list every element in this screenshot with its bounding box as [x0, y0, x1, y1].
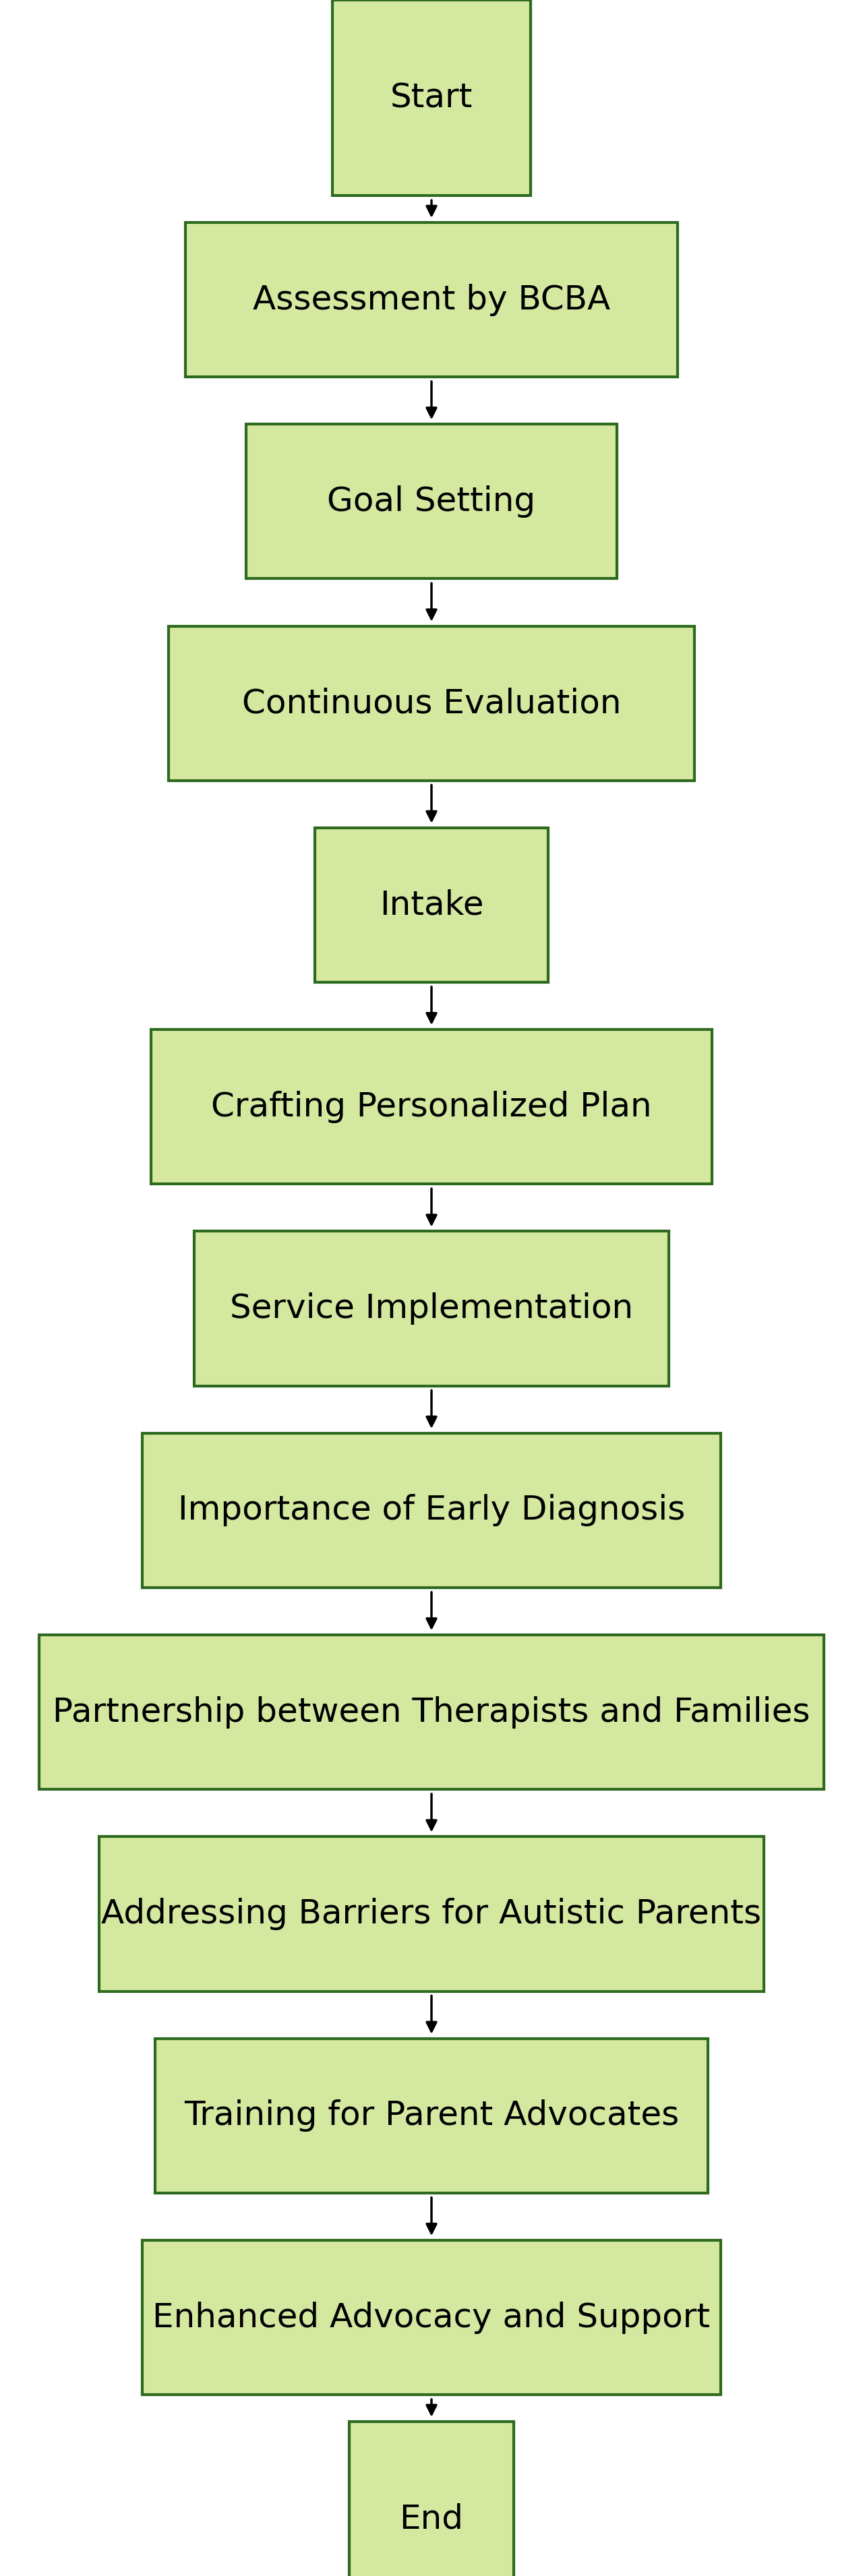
Text: Enhanced Advocacy and Support: Enhanced Advocacy and Support [153, 2300, 710, 2334]
FancyBboxPatch shape [142, 2241, 721, 2396]
Text: Partnership between Therapists and Families: Partnership between Therapists and Famil… [53, 1695, 810, 1728]
FancyBboxPatch shape [39, 1636, 824, 1790]
Text: Training for Parent Advocates: Training for Parent Advocates [184, 2099, 679, 2133]
FancyBboxPatch shape [155, 2038, 708, 2192]
FancyBboxPatch shape [246, 425, 617, 580]
Text: Assessment by BCBA: Assessment by BCBA [253, 283, 610, 317]
Text: Start: Start [390, 82, 473, 113]
FancyBboxPatch shape [151, 1030, 712, 1185]
Text: Addressing Barriers for Autistic Parents: Addressing Barriers for Autistic Parents [102, 1899, 761, 1929]
FancyBboxPatch shape [350, 2421, 513, 2576]
FancyBboxPatch shape [168, 626, 695, 781]
Text: Continuous Evaluation: Continuous Evaluation [242, 688, 621, 719]
Text: Crafting Personalized Plan: Crafting Personalized Plan [211, 1090, 652, 1123]
Text: Importance of Early Diagnosis: Importance of Early Diagnosis [178, 1494, 685, 1528]
FancyBboxPatch shape [99, 1837, 764, 1991]
FancyBboxPatch shape [332, 0, 531, 196]
FancyBboxPatch shape [194, 1231, 669, 1386]
Text: Service Implementation: Service Implementation [230, 1293, 633, 1324]
FancyBboxPatch shape [142, 1432, 721, 1587]
FancyBboxPatch shape [315, 827, 548, 981]
Text: Goal Setting: Goal Setting [327, 484, 536, 518]
Text: End: End [400, 2504, 463, 2535]
Text: Intake: Intake [380, 889, 483, 922]
FancyBboxPatch shape [186, 222, 677, 376]
